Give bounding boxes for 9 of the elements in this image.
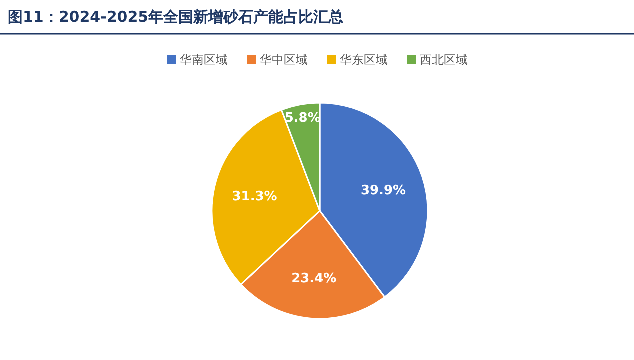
data-label: 31.3% [232,189,278,204]
data-label: 23.4% [292,271,337,286]
legend-label: 华东区域 [340,53,388,67]
legend-label: 西北区域 [420,53,468,67]
legend-label: 华南区域 [180,53,228,67]
chart-title: 图11：2024-2025年全国新增砂石产能占比汇总 [8,8,344,26]
data-label: 39.9% [360,183,406,198]
data-label: 5.8% [284,111,321,126]
legend-label: 华中区域 [260,53,308,67]
